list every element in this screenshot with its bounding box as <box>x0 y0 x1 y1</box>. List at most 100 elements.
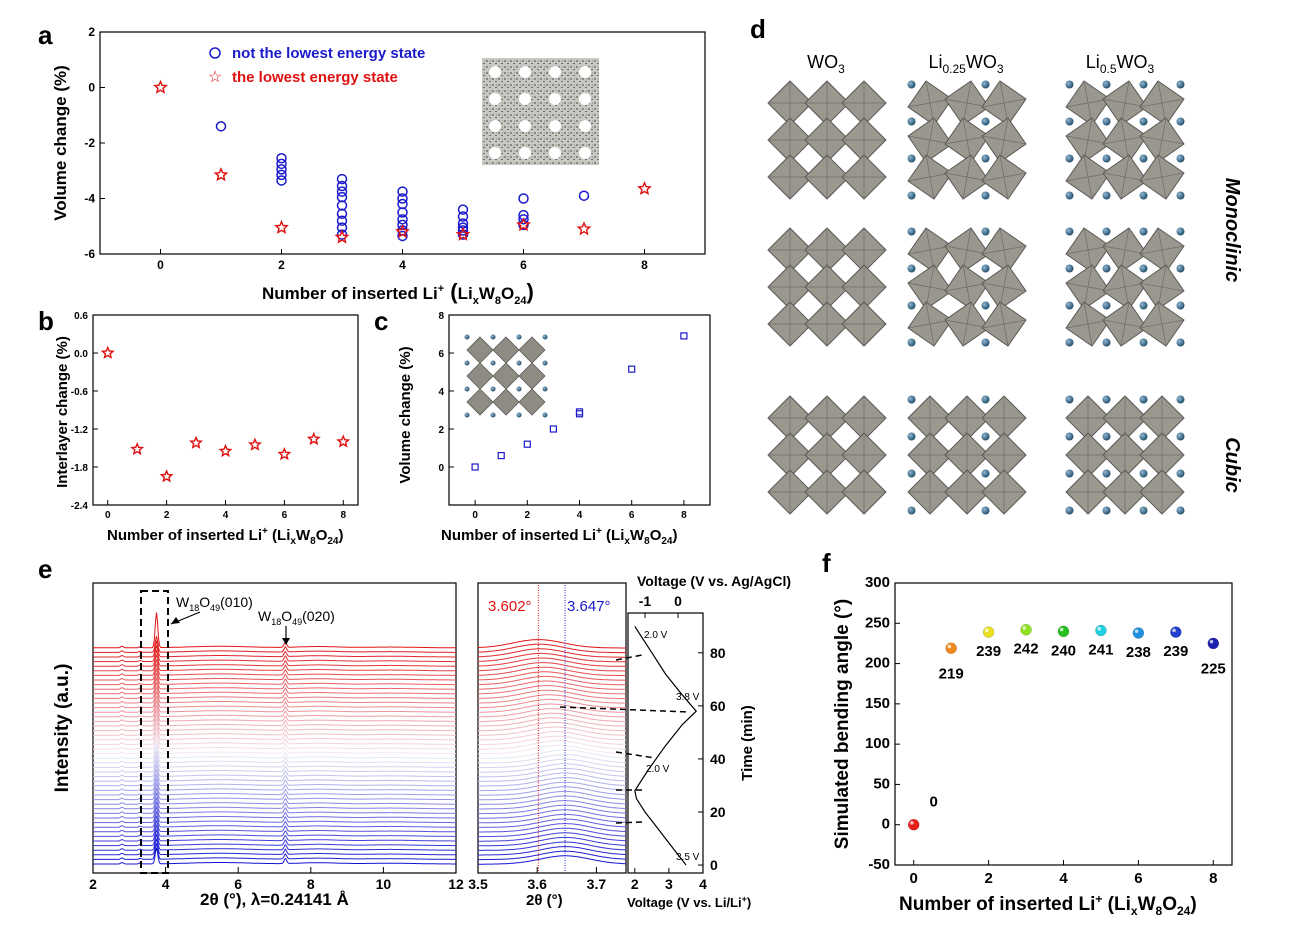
data-point-not-lowest <box>276 158 287 170</box>
xrd-trace <box>93 691 456 709</box>
octahedron-edge <box>1102 282 1148 292</box>
li-atom <box>1176 432 1185 441</box>
marker-3647: 3.647° <box>567 598 611 615</box>
octahedron-edge <box>981 245 1027 255</box>
xrd-trace <box>93 714 456 732</box>
y-tick-label: 0 <box>438 463 444 474</box>
li-atom <box>1176 301 1185 310</box>
xrd-zoom-trace <box>478 758 627 769</box>
octahedron-edge <box>907 245 953 255</box>
x-tick-label: 4 <box>577 510 583 521</box>
xrd-zoom-trace <box>478 703 626 713</box>
data-label: 239 <box>1163 643 1188 660</box>
data-label: 0 <box>930 794 938 811</box>
chart-a-xlabel: Number of inserted Li+ (LixW8O24) <box>262 279 534 307</box>
xrd-zoom-trace <box>478 823 627 833</box>
chart-e3-top-xlabel: Voltage (V vs. Ag/AgCl) <box>637 573 791 589</box>
xrd-zoom-trace <box>478 652 626 663</box>
row-label-monoclinic: Monoclinic <box>1221 178 1243 282</box>
xrd-zoom-trace <box>478 855 627 865</box>
li-atom <box>1065 432 1074 441</box>
xrd-trace <box>93 737 456 755</box>
xrd-zoom-trace <box>478 712 626 722</box>
inset-void <box>549 66 561 78</box>
chart-c-inset-structure <box>464 334 548 418</box>
li-atom <box>1065 395 1074 404</box>
x-tick-label: 6 <box>629 510 635 521</box>
octahedron-edge <box>907 172 953 182</box>
inset-void <box>519 147 531 159</box>
li-atom <box>1065 264 1074 273</box>
li-atom <box>1139 191 1148 200</box>
chart-c-frame <box>448 314 711 506</box>
xrd-zoom-trace <box>478 685 626 695</box>
chart-c-ylabel: Volume change (%) <box>397 346 414 483</box>
octahedron-edge <box>907 135 953 145</box>
xrd-zoom-trace <box>478 772 627 782</box>
voltage-annotation: 3.5 V <box>676 852 700 863</box>
xrd-zoom-trace <box>478 740 626 750</box>
legend-label-lowest: the lowest energy state <box>232 69 398 86</box>
li-atom <box>490 334 496 340</box>
data-point-not-lowest <box>276 164 287 175</box>
li-atom <box>907 395 916 404</box>
x-tick-label: 6 <box>282 510 288 521</box>
xrd-trace <box>93 659 456 676</box>
xrd-zoom-trace <box>478 836 627 847</box>
octahedron-edge <box>981 319 1027 329</box>
octahedron-edge <box>907 319 953 329</box>
y-tick-label: 2 <box>88 25 95 39</box>
li-atom <box>1176 264 1185 273</box>
li-atom <box>1139 338 1148 347</box>
structure-grid <box>907 227 1027 347</box>
xrd-trace <box>93 778 456 796</box>
li-atom <box>1102 264 1111 273</box>
data-point-lowest <box>395 223 410 239</box>
xrd-zoom-trace <box>478 800 627 810</box>
li-atom <box>1065 80 1074 89</box>
data-point <box>680 332 688 340</box>
inset-void <box>579 93 591 105</box>
xrd-zoom-trace <box>477 643 626 654</box>
xrd-trace <box>93 732 456 750</box>
x-tick-label: 6 <box>1134 870 1142 887</box>
xrd-trace <box>93 741 456 759</box>
inset-void <box>489 66 501 78</box>
data-point-not-lowest <box>276 153 287 164</box>
xrd-zoom-trace <box>478 846 627 856</box>
chart-b-xlabel: Number of inserted Li+ (LixW8O24) <box>107 526 343 547</box>
data-point-highlight <box>1059 627 1064 632</box>
octahedron-edge <box>981 135 1027 145</box>
xrd-trace <box>93 760 456 778</box>
time-connector <box>615 654 643 661</box>
xrd-zoom-trace <box>478 694 626 704</box>
xrd-trace <box>93 801 456 819</box>
data-point <box>159 469 174 483</box>
xrd-zoom-trace <box>478 749 627 759</box>
chart-e2-frame <box>477 582 627 874</box>
data-point-lowest <box>576 221 592 236</box>
y-tick-label: 100 <box>865 735 890 752</box>
panel-label-c: c <box>374 306 388 336</box>
x-tick-label: 2 <box>164 510 170 521</box>
xrd-zoom-trace <box>478 818 627 828</box>
xrd-zoom-trace <box>478 666 626 677</box>
octahedron-edge <box>944 135 990 145</box>
x-tick-label: 3.6 <box>527 876 547 892</box>
y-tick-label: 250 <box>865 614 890 631</box>
li-atom <box>1176 395 1185 404</box>
y-tick-label: 50 <box>873 775 890 792</box>
legend-star-marker: ☆ <box>208 69 222 86</box>
octahedron-edge <box>981 172 1027 182</box>
time-connector <box>559 706 691 713</box>
x-tick-label: 6 <box>520 258 527 272</box>
x-tick-label: 8 <box>681 510 687 521</box>
octahedron-edge <box>981 282 1027 292</box>
y-tick-label: 0 <box>710 857 718 873</box>
li-atom <box>1139 264 1148 273</box>
li-atom <box>1139 301 1148 310</box>
x-tick-label: 8 <box>641 258 648 272</box>
data-label: 240 <box>1051 642 1076 659</box>
y-tick-label: 6 <box>438 349 444 360</box>
li-atom <box>490 360 496 366</box>
